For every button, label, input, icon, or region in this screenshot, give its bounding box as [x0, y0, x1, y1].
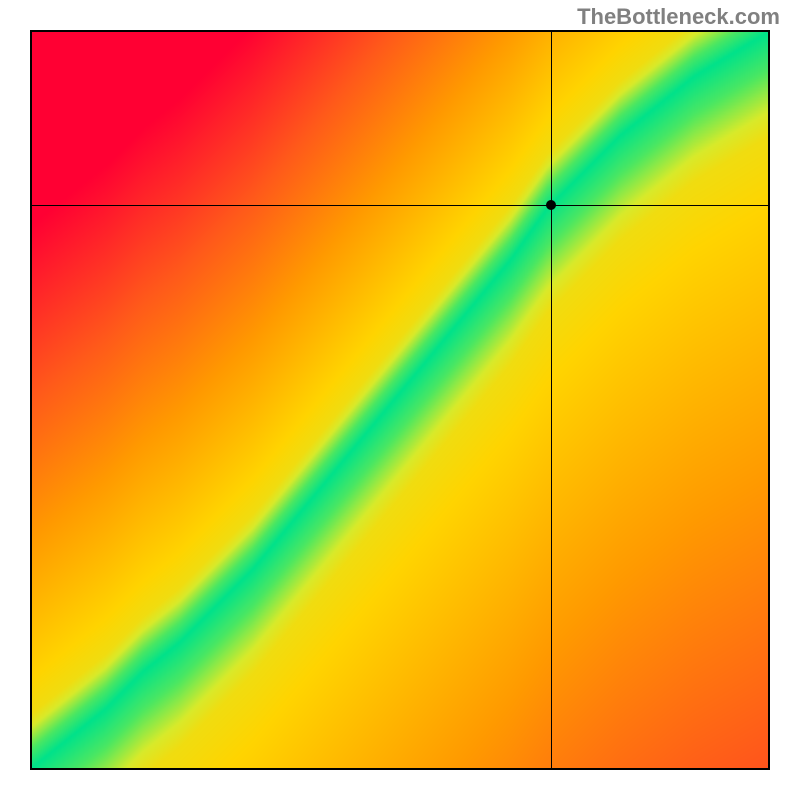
chart-container: TheBottleneck.com — [0, 0, 800, 800]
selected-point-marker — [546, 200, 556, 210]
crosshair-vertical — [551, 32, 552, 768]
heatmap-canvas — [32, 32, 768, 768]
crosshair-horizontal — [32, 205, 768, 206]
watermark-text: TheBottleneck.com — [577, 4, 780, 30]
heatmap-plot — [30, 30, 770, 770]
